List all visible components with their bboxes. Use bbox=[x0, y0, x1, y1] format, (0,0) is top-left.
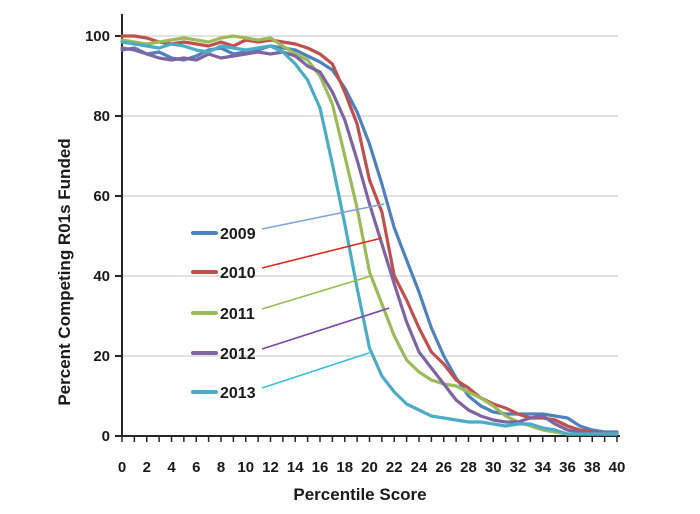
y-axis-title: Percent Competing R01s Funded bbox=[55, 138, 74, 405]
legend-swatches bbox=[191, 231, 218, 394]
x-tick-label-4: 4 bbox=[167, 459, 176, 476]
x-tick-label-16: 16 bbox=[312, 459, 329, 476]
legend-callout-2009 bbox=[261, 203, 385, 230]
legend-callout-2011 bbox=[261, 275, 371, 310]
series-line-2012 bbox=[120, 46, 619, 436]
x-tick-label-36: 36 bbox=[559, 459, 576, 476]
legend-label-2010: 2010 bbox=[220, 265, 256, 282]
legend-label-2011: 2011 bbox=[220, 306, 255, 323]
x-tick-label-38: 38 bbox=[584, 459, 601, 476]
y-tick-label-100: 100 bbox=[85, 28, 110, 45]
x-tick-label-22: 22 bbox=[386, 459, 403, 476]
x-tick-label-8: 8 bbox=[217, 459, 225, 476]
legend-callout-2012 bbox=[261, 307, 390, 350]
y-tick-label-20: 20 bbox=[93, 348, 110, 365]
y-tick-label-40: 40 bbox=[93, 268, 110, 285]
x-axis-title: Percentile Score bbox=[293, 485, 426, 504]
x-tick-label-10: 10 bbox=[237, 459, 254, 476]
legend-label-2012: 2012 bbox=[220, 346, 256, 363]
series-line-2011 bbox=[120, 34, 619, 436]
legend-label-2009: 2009 bbox=[220, 226, 256, 243]
x-tick-label-34: 34 bbox=[534, 459, 551, 476]
x-tick-label-18: 18 bbox=[336, 459, 353, 476]
x-tick-label-0: 0 bbox=[118, 459, 126, 476]
y-tick-label-80: 80 bbox=[93, 108, 110, 125]
x-tick-label-12: 12 bbox=[262, 459, 279, 476]
legend-callout-2010 bbox=[261, 237, 383, 269]
x-tick-label-26: 26 bbox=[435, 459, 452, 476]
series-line-2009 bbox=[120, 44, 619, 434]
legend-label-2013: 2013 bbox=[220, 385, 256, 402]
series-lines bbox=[120, 34, 619, 436]
x-tick-label-2: 2 bbox=[143, 459, 151, 476]
x-tick-label-30: 30 bbox=[485, 459, 502, 476]
y-tick-label-60: 60 bbox=[93, 188, 110, 205]
x-tick-label-14: 14 bbox=[287, 459, 304, 476]
x-tick-label-32: 32 bbox=[510, 459, 527, 476]
x-tick-label-6: 6 bbox=[192, 459, 200, 476]
axis-ticks bbox=[115, 35, 618, 442]
series-line-2013 bbox=[120, 40, 619, 436]
legend-callout-2013 bbox=[261, 352, 370, 389]
y-tick-label-0: 0 bbox=[102, 428, 110, 445]
x-tick-label-24: 24 bbox=[411, 459, 428, 476]
x-tick-label-40: 40 bbox=[609, 459, 626, 476]
legend-callout-lines bbox=[261, 203, 390, 389]
gridlines bbox=[122, 35, 618, 357]
axes bbox=[121, 14, 620, 437]
x-tick-label-20: 20 bbox=[361, 459, 378, 476]
x-tick-label-28: 28 bbox=[460, 459, 477, 476]
